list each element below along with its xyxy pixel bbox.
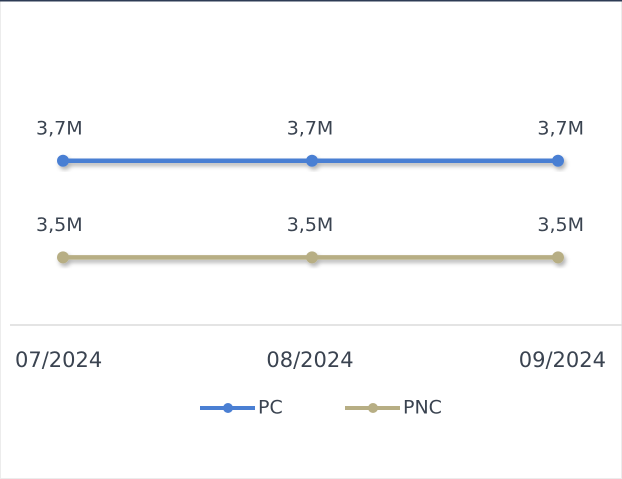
marker bbox=[552, 154, 564, 167]
marker bbox=[57, 251, 69, 264]
data-label: 3,7M bbox=[537, 117, 584, 139]
x-tick-label: 07/2024 bbox=[15, 348, 102, 372]
legend-marker bbox=[223, 403, 233, 413]
x-tick-label: 08/2024 bbox=[266, 348, 353, 372]
legend-label: PNC bbox=[403, 397, 442, 419]
marker bbox=[57, 154, 69, 167]
marker bbox=[306, 251, 318, 264]
legend-label: PC bbox=[258, 397, 283, 419]
data-label: 3,5M bbox=[36, 214, 83, 236]
data-label: 3,5M bbox=[537, 214, 584, 236]
data-label: 3,7M bbox=[287, 117, 334, 139]
legend-marker bbox=[368, 403, 378, 413]
marker bbox=[552, 251, 564, 264]
series bbox=[57, 154, 564, 167]
series bbox=[57, 251, 564, 264]
data-label: 3,5M bbox=[287, 214, 334, 236]
x-tick-label: 09/2024 bbox=[519, 348, 606, 372]
data-label: 3,7M bbox=[36, 117, 83, 139]
marker bbox=[306, 154, 318, 167]
